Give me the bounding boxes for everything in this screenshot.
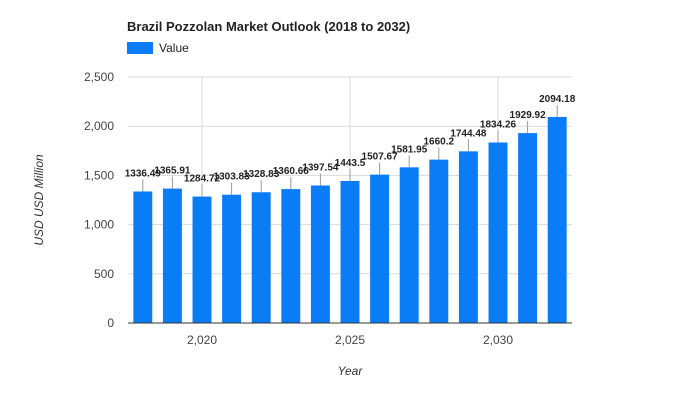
- y-tick-label: 1,000: [84, 218, 114, 232]
- x-tick-label: 2,020: [187, 333, 217, 347]
- data-label: 1328.83: [243, 169, 280, 180]
- bar: [162, 188, 182, 323]
- bars: [133, 116, 567, 324]
- x-axis-title: Year: [338, 364, 364, 378]
- y-tick-label: 2,500: [84, 70, 114, 84]
- x-tick-label: 2,025: [335, 333, 365, 347]
- data-label: 1360.66: [273, 166, 310, 177]
- bar: [251, 192, 271, 323]
- y-tick-label: 1,500: [84, 168, 114, 182]
- bar: [399, 167, 419, 323]
- bar: [281, 189, 301, 323]
- data-label: 1507.67: [362, 152, 399, 163]
- data-label: 1581.95: [391, 144, 428, 155]
- bar: [340, 180, 360, 323]
- y-tick-label: 2,000: [84, 119, 114, 133]
- y-tick-label: 0: [107, 316, 114, 330]
- bar: [547, 116, 567, 324]
- bar: [370, 174, 390, 323]
- data-label: 1834.26: [480, 120, 517, 131]
- data-label: 1303.83: [214, 172, 251, 183]
- y-axis-ticks: 0 500 1,000 1,500 2,000 2,500: [84, 70, 114, 330]
- bar: [310, 185, 330, 323]
- bar: [429, 159, 449, 323]
- data-label: 1336.49: [125, 168, 162, 179]
- bar: [458, 151, 478, 323]
- legend-swatch: [127, 42, 153, 54]
- x-axis-ticks: 2,020 2,025 2,030: [187, 333, 513, 347]
- data-label: 1397.54: [302, 162, 339, 173]
- bar: [192, 196, 212, 323]
- y-axis-title: USD USD Million: [32, 154, 46, 246]
- data-label: 1443.5: [335, 158, 366, 169]
- y-tick-label: 500: [94, 267, 114, 281]
- data-label: 1744.48: [450, 128, 487, 139]
- data-labels: 1336.491365.911284.721303.831328.831360.…: [125, 94, 576, 197]
- legend: Value: [127, 41, 189, 55]
- data-label: 1660.2: [424, 137, 455, 148]
- data-label: 1929.92: [510, 110, 547, 121]
- data-label: 1365.91: [154, 166, 191, 177]
- x-tick-label: 2,030: [483, 333, 513, 347]
- bar: [488, 142, 508, 323]
- chart-title: Brazil Pozzolan Market Outlook (2018 to …: [127, 19, 410, 34]
- data-label: 2094.18: [539, 94, 576, 105]
- bar: [133, 191, 153, 323]
- bar: [222, 194, 242, 323]
- legend-label: Value: [159, 41, 189, 55]
- bar: [518, 133, 538, 323]
- data-label: 1284.72: [184, 174, 221, 185]
